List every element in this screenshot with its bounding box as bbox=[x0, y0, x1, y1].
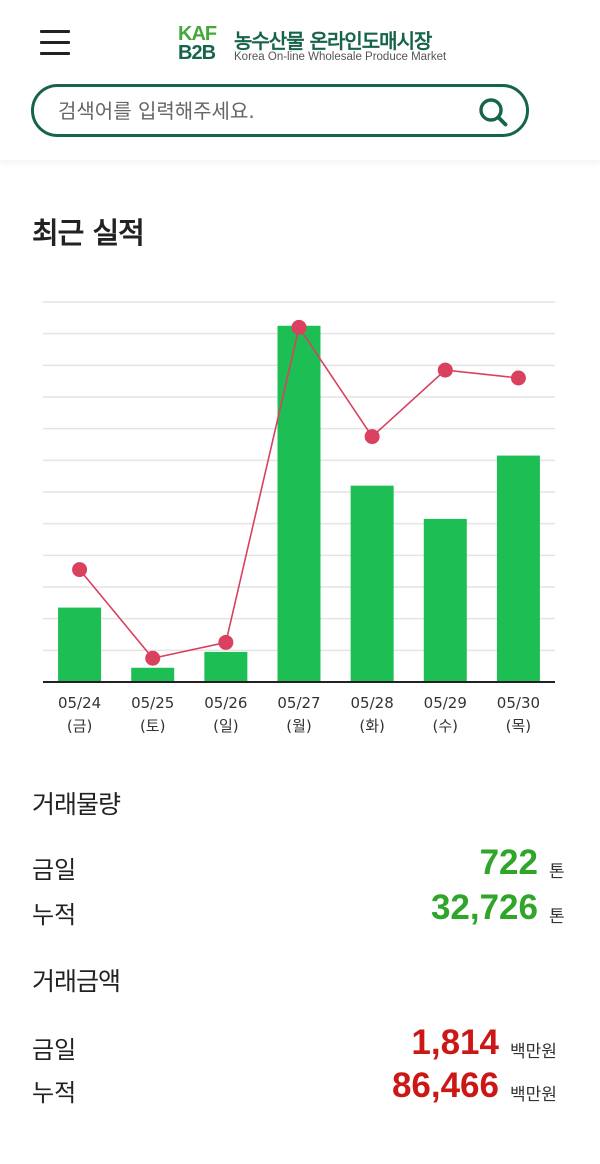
logo-title: 농수산물 온라인도매시장 bbox=[234, 29, 432, 53]
volume-today-value: 722 bbox=[479, 843, 538, 882]
x-tick-label: 05/26 bbox=[204, 694, 247, 712]
line-point-6[interactable] bbox=[510, 370, 526, 386]
logo-subtitle: Korea On-line Wholesale Produce Market bbox=[234, 51, 447, 63]
x-tick-sublabel: (목) bbox=[506, 717, 532, 735]
volume-total-label: 누적 bbox=[32, 901, 77, 929]
x-tick-sublabel: (화) bbox=[359, 717, 385, 735]
line-point-2[interactable] bbox=[218, 634, 234, 650]
volume-today-label: 금일 bbox=[32, 856, 77, 884]
amount-total-unit: 백만원 bbox=[510, 1085, 557, 1105]
site-logo[interactable]: KAF B2B 농수산물 온라인도매시장 Korea On-line Whole… bbox=[178, 23, 458, 67]
x-tick-sublabel: (토) bbox=[140, 717, 166, 735]
bar-4[interactable] bbox=[350, 485, 394, 682]
volume-total-unit: 톤 bbox=[549, 907, 565, 927]
line-point-0[interactable] bbox=[72, 562, 88, 578]
x-tick-sublabel: (수) bbox=[433, 717, 459, 735]
performance-chart: 05/24 (금) 05/25 (토) 05/26 (일) 05/27 (월) 05/28 (화)… bbox=[43, 301, 555, 735]
app-header: KAF B2B 농수산물 온라인도매시장 Korea On-line Whole… bbox=[0, 0, 600, 160]
x-tick-label: 05/30 bbox=[497, 694, 540, 712]
line-point-1[interactable] bbox=[145, 650, 161, 666]
search-icon[interactable] bbox=[478, 97, 508, 127]
bar-2[interactable] bbox=[204, 651, 248, 682]
logo-mark: KAF B2B bbox=[178, 23, 217, 64]
bar-6[interactable] bbox=[496, 455, 540, 682]
x-tick-label: 05/28 bbox=[351, 694, 394, 712]
amount-today-value: 1,814 bbox=[411, 1023, 499, 1062]
x-tick-label: 05/29 bbox=[424, 694, 467, 712]
line-point-4[interactable] bbox=[364, 429, 380, 445]
x-tick-label: 05/27 bbox=[277, 694, 320, 712]
amount-title: 거래금액 bbox=[32, 967, 121, 996]
x-tick-label: 05/25 bbox=[131, 694, 174, 712]
bar-1[interactable] bbox=[131, 667, 175, 682]
bar-3[interactable] bbox=[277, 325, 321, 682]
x-tick-sublabel: (금) bbox=[67, 717, 93, 735]
line-point-3[interactable] bbox=[291, 319, 307, 335]
x-tick-sublabel: (일) bbox=[213, 717, 239, 735]
bar-0[interactable] bbox=[58, 607, 102, 682]
bar-5[interactable] bbox=[423, 518, 467, 682]
volume-today-unit: 톤 bbox=[549, 862, 565, 882]
volume-total-value: 32,726 bbox=[430, 888, 538, 927]
amount-today-unit: 백만원 bbox=[510, 1042, 557, 1062]
recent-performance-title: 최근 실적 bbox=[32, 216, 145, 250]
amount-today-label: 금일 bbox=[32, 1036, 77, 1064]
volume-title: 거래물량 bbox=[32, 790, 121, 819]
search-input[interactable] bbox=[58, 95, 458, 127]
x-tick-label: 05/24 bbox=[58, 694, 101, 712]
hamburger-menu-icon[interactable] bbox=[40, 30, 70, 56]
search-bar bbox=[31, 84, 529, 137]
line-point-5[interactable] bbox=[437, 362, 453, 378]
amount-total-label: 누적 bbox=[32, 1079, 77, 1107]
amount-total-value: 86,466 bbox=[391, 1066, 499, 1105]
x-tick-sublabel: (월) bbox=[286, 717, 312, 735]
